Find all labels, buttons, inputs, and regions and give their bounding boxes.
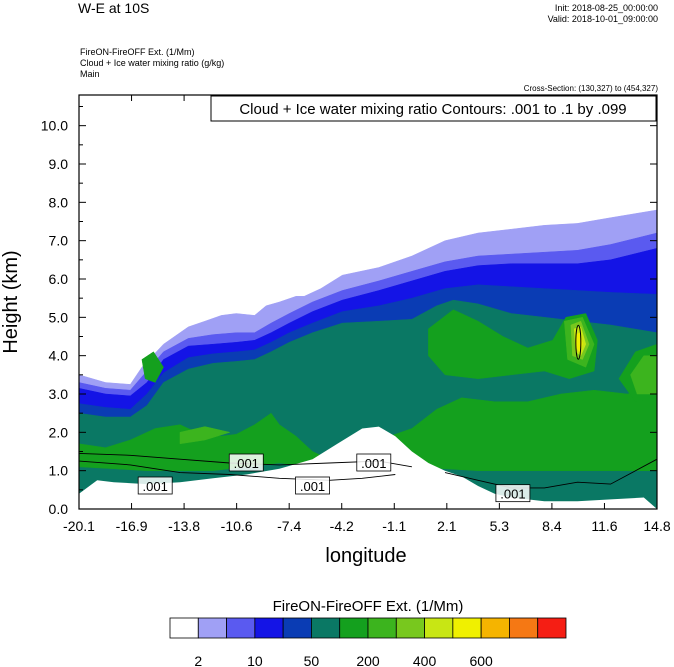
colorbar-swatch xyxy=(254,617,284,639)
valid-time: Valid: 2018-10-01_09:00:00 xyxy=(547,14,658,24)
contour-label: .001 xyxy=(234,456,259,471)
shaded-region-level6c xyxy=(141,351,164,383)
x-tick-label: -10.6 xyxy=(221,518,253,534)
contour-label-box xyxy=(356,453,392,472)
contour-label-box xyxy=(495,484,531,503)
colorbar-swatch xyxy=(537,617,567,639)
y-tick-label: 0.0 xyxy=(49,501,69,517)
colorbar-swatch xyxy=(311,617,341,639)
x-tick-label: -16.9 xyxy=(116,518,148,534)
contour-line xyxy=(79,460,396,481)
contour-line xyxy=(444,458,657,489)
x-tick-label: -7.4 xyxy=(277,518,301,534)
y-tick-label: 5.0 xyxy=(49,309,69,325)
x-axis-label: longitude xyxy=(325,545,406,567)
contour-label: .001 xyxy=(361,456,386,471)
plot-frame xyxy=(78,94,658,510)
colorbar-tick-label: 2 xyxy=(194,653,202,667)
colorbar-tick-label: 50 xyxy=(304,653,320,667)
field-line-2: Cloud + Ice water mixing ratio (g/kg) xyxy=(80,58,225,68)
contour-label-box xyxy=(228,453,264,472)
contour-label-box xyxy=(295,476,330,495)
y-tick-label: 8.0 xyxy=(49,194,69,210)
y-tick-label: 4.0 xyxy=(49,348,69,364)
colorbar-swatch xyxy=(197,617,227,639)
y-tick-label: 7.0 xyxy=(49,233,69,249)
contour-label-box xyxy=(137,476,173,495)
contour-label: .001 xyxy=(500,487,525,502)
shaded-region-level7b xyxy=(630,355,657,395)
contour-label: .001 xyxy=(300,479,325,494)
x-tick-label: -13.8 xyxy=(168,518,200,534)
contour-label: .001 xyxy=(143,479,168,494)
colorbar-swatch xyxy=(282,617,312,639)
colorbar-swatch xyxy=(169,617,199,639)
contour-info-box xyxy=(210,95,657,122)
contour-cell xyxy=(575,324,582,360)
x-tick-label: 8.4 xyxy=(542,518,562,534)
field-line-3: Main xyxy=(80,69,100,79)
y-tick-label: 10.0 xyxy=(41,118,68,134)
contour-info-text: Cloud + Ice water mixing ratio Contours:… xyxy=(239,101,626,118)
y-tick-label: 6.0 xyxy=(49,271,69,287)
cross-section-label: Cross-Section: (130,327) to (454,327) xyxy=(523,84,658,93)
colorbar-title: FireON-FireOFF Ext. (1/Mm) xyxy=(273,598,464,615)
shaded-region-level7c xyxy=(179,426,231,445)
plot-title: W-E at 10S xyxy=(78,0,150,16)
colorbar-tick-label: 600 xyxy=(469,653,493,667)
colorbar-swatch xyxy=(480,617,510,639)
colorbar-swatch xyxy=(339,617,369,639)
y-axis-label: Height (km) xyxy=(0,250,22,353)
colorbar-swatch xyxy=(509,617,539,639)
y-tick-label: 2.0 xyxy=(49,424,69,440)
x-tick-label: -20.1 xyxy=(63,518,95,534)
x-tick-label: -4.2 xyxy=(330,518,354,534)
y-tick-label: 1.0 xyxy=(49,463,69,479)
colorbar-swatch xyxy=(395,617,425,639)
colorbar-swatch xyxy=(452,617,482,639)
shaded-region-level6d xyxy=(428,309,598,379)
colorbar-tick-label: 10 xyxy=(247,653,263,667)
field-line-1: FireON-FireOFF Ext. (1/Mm) xyxy=(80,47,195,57)
x-tick-label: 5.3 xyxy=(490,518,510,534)
colorbar-swatch xyxy=(226,617,256,639)
colorbar-tick-label: 400 xyxy=(413,653,437,667)
x-tick-label: 11.6 xyxy=(591,518,617,534)
colorbar-swatch xyxy=(367,617,397,639)
colorbar-tick-label: 200 xyxy=(356,653,380,667)
init-time: Init: 2018-08-25_00:00:00 xyxy=(554,3,658,13)
x-tick-label: -1.1 xyxy=(382,518,406,534)
y-tick-label: 9.0 xyxy=(49,156,69,172)
colorbar-swatch xyxy=(424,617,454,639)
y-tick-label: 3.0 xyxy=(49,386,69,402)
x-tick-label: 14.8 xyxy=(643,518,670,534)
x-tick-label: 2.1 xyxy=(437,518,457,534)
